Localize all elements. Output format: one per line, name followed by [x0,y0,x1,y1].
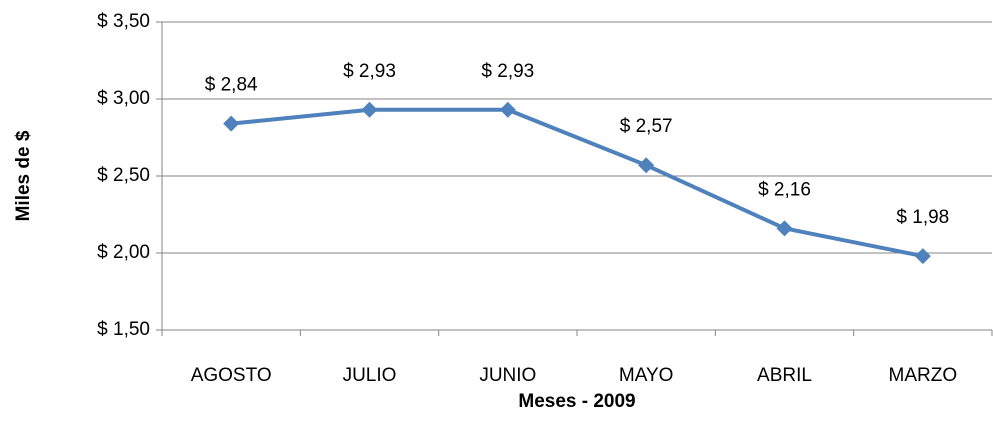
y-tick-label: $ 2,50 [97,165,150,186]
marker [776,220,793,237]
y-tick-label: $ 1,50 [97,319,150,340]
data-label: $ 2,84 [205,75,258,96]
marker [914,248,931,265]
x-tick-label: JULIO [343,365,397,386]
y-tick-label: $ 3,50 [97,11,150,32]
marker [361,101,378,118]
marker [223,115,240,132]
x-tick-label: ABRIL [757,365,812,386]
y-tick-label: $ 3,00 [97,88,150,109]
marker [638,157,655,174]
line [230,107,924,259]
x-tick-label: JUNIO [479,365,536,386]
x-tick-label: MARZO [889,365,958,386]
data-label: $ 2,16 [758,179,811,200]
data-label: $ 2,93 [343,61,396,82]
y-tick-label: $ 2,00 [97,242,150,263]
marker [499,101,516,118]
data-label: $ 1,98 [896,207,949,228]
x-axis-title: Meses - 2009 [518,391,635,412]
x-tick-label: MAYO [619,365,674,386]
y-axis-title: Miles de $ [13,130,34,221]
data-label: $ 2,93 [481,61,534,82]
data-label: $ 2,57 [620,116,673,137]
x-tick-label: AGOSTO [191,365,272,386]
